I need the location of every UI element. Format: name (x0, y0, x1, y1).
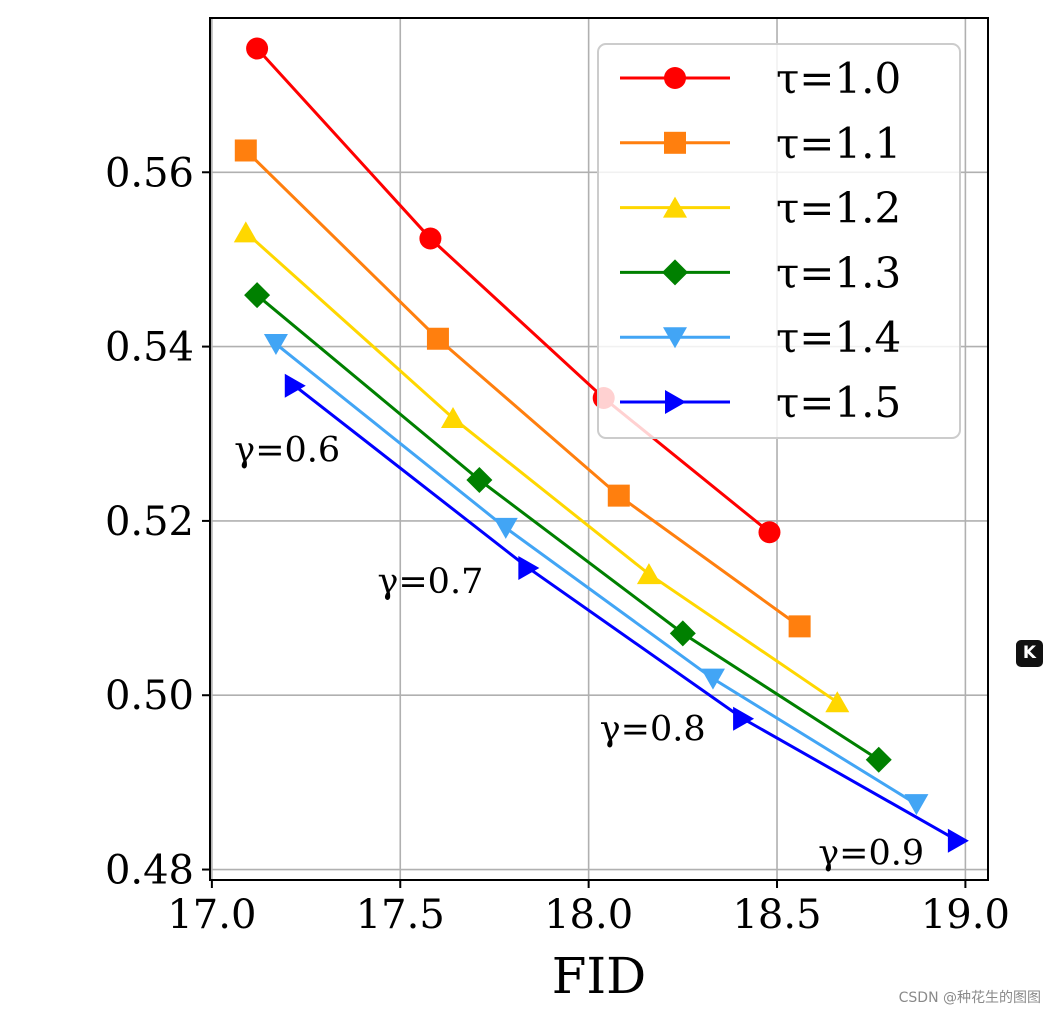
data-point (758, 521, 781, 544)
data-point (607, 484, 630, 507)
series-4 (244, 282, 892, 773)
legend-marker (664, 67, 686, 89)
series-line (293, 384, 959, 843)
x-axis-label: FID (552, 947, 647, 1005)
legend-marker (663, 327, 687, 349)
legend-entry: τ=1.0 (620, 54, 901, 103)
legend-marker (663, 196, 687, 218)
x-tick-label: 17.0 (167, 892, 256, 938)
data-point (636, 563, 661, 585)
data-point (234, 139, 257, 162)
data-point (466, 466, 493, 493)
data-point (426, 327, 449, 350)
k-badge-icon[interactable]: K (1016, 640, 1043, 667)
legend-label: τ=1.5 (776, 378, 901, 427)
legend-label: τ=1.0 (776, 54, 901, 103)
y-tick-label: 0.54 (105, 325, 194, 371)
gamma-annotation: γ=0.7 (377, 562, 483, 602)
data-point (825, 691, 850, 713)
data-point (733, 706, 755, 731)
data-point (419, 227, 442, 250)
series-2 (234, 139, 811, 638)
legend-entry: τ=1.3 (620, 248, 901, 297)
legend-marker (662, 259, 688, 286)
data-point (246, 37, 269, 60)
y-tick-label: 0.52 (105, 499, 194, 545)
legend-label: τ=1.1 (776, 119, 901, 168)
data-point (700, 668, 725, 690)
series-line (255, 47, 771, 534)
legend-label: τ=1.2 (776, 184, 901, 233)
plot-border (209, 17, 989, 881)
legend-entry: τ=1.2 (620, 184, 901, 233)
legend-entry: τ=1.4 (620, 313, 901, 362)
legend-marker (664, 131, 686, 154)
legend-marker (665, 390, 686, 414)
series-line (244, 231, 839, 704)
series-line (274, 342, 918, 806)
series-6 (284, 373, 969, 853)
data-point (788, 615, 811, 638)
gamma-annotation: γ=0.8 (600, 710, 706, 750)
data-point (244, 282, 271, 309)
legend-label: τ=1.4 (776, 313, 901, 362)
legend-entry: τ=1.5 (620, 378, 901, 427)
data-point (947, 828, 969, 853)
y-tick-label: 0.50 (105, 673, 194, 719)
gamma-annotation: γ=0.9 (818, 833, 924, 873)
x-tick-label: 18.0 (544, 892, 633, 938)
data-point (669, 620, 696, 647)
data-point (518, 555, 540, 580)
series-line (244, 149, 801, 628)
x-tick-label: 19.0 (921, 892, 1010, 938)
data-point (284, 373, 306, 398)
legend-label: τ=1.3 (776, 248, 901, 297)
gamma-annotation: γ=0.6 (234, 431, 340, 471)
data-point (263, 333, 288, 355)
axis-ticks: 17.0 17.5 18.0 18.5 19.0 0.48 0.50 0.52 0.54 0.56 (105, 150, 1010, 938)
data-point (233, 221, 258, 243)
x-tick-label: 18.5 (732, 892, 821, 938)
series-line (256, 294, 880, 761)
data-point (441, 407, 466, 429)
y-tick-label: 0.48 (105, 848, 194, 894)
legend: τ=1.0 τ=1.1 τ=1.2 τ=1.3 τ=1.4 τ=1.5 (597, 43, 961, 439)
series-3 (233, 221, 850, 713)
data-point (865, 746, 892, 773)
y-tick-label: 0.56 (105, 150, 194, 196)
series-layer (233, 37, 969, 853)
data-point (493, 517, 518, 539)
series-5 (263, 333, 929, 816)
data-point (904, 794, 929, 816)
legend-entry: τ=1.1 (620, 119, 901, 168)
x-tick-label: 17.5 (356, 892, 445, 938)
watermark: CSDN @种花生的图图 (898, 990, 1041, 1006)
gamma-annotations: γ=0.6 γ=0.7 γ=0.8 γ=0.9 (234, 431, 924, 874)
